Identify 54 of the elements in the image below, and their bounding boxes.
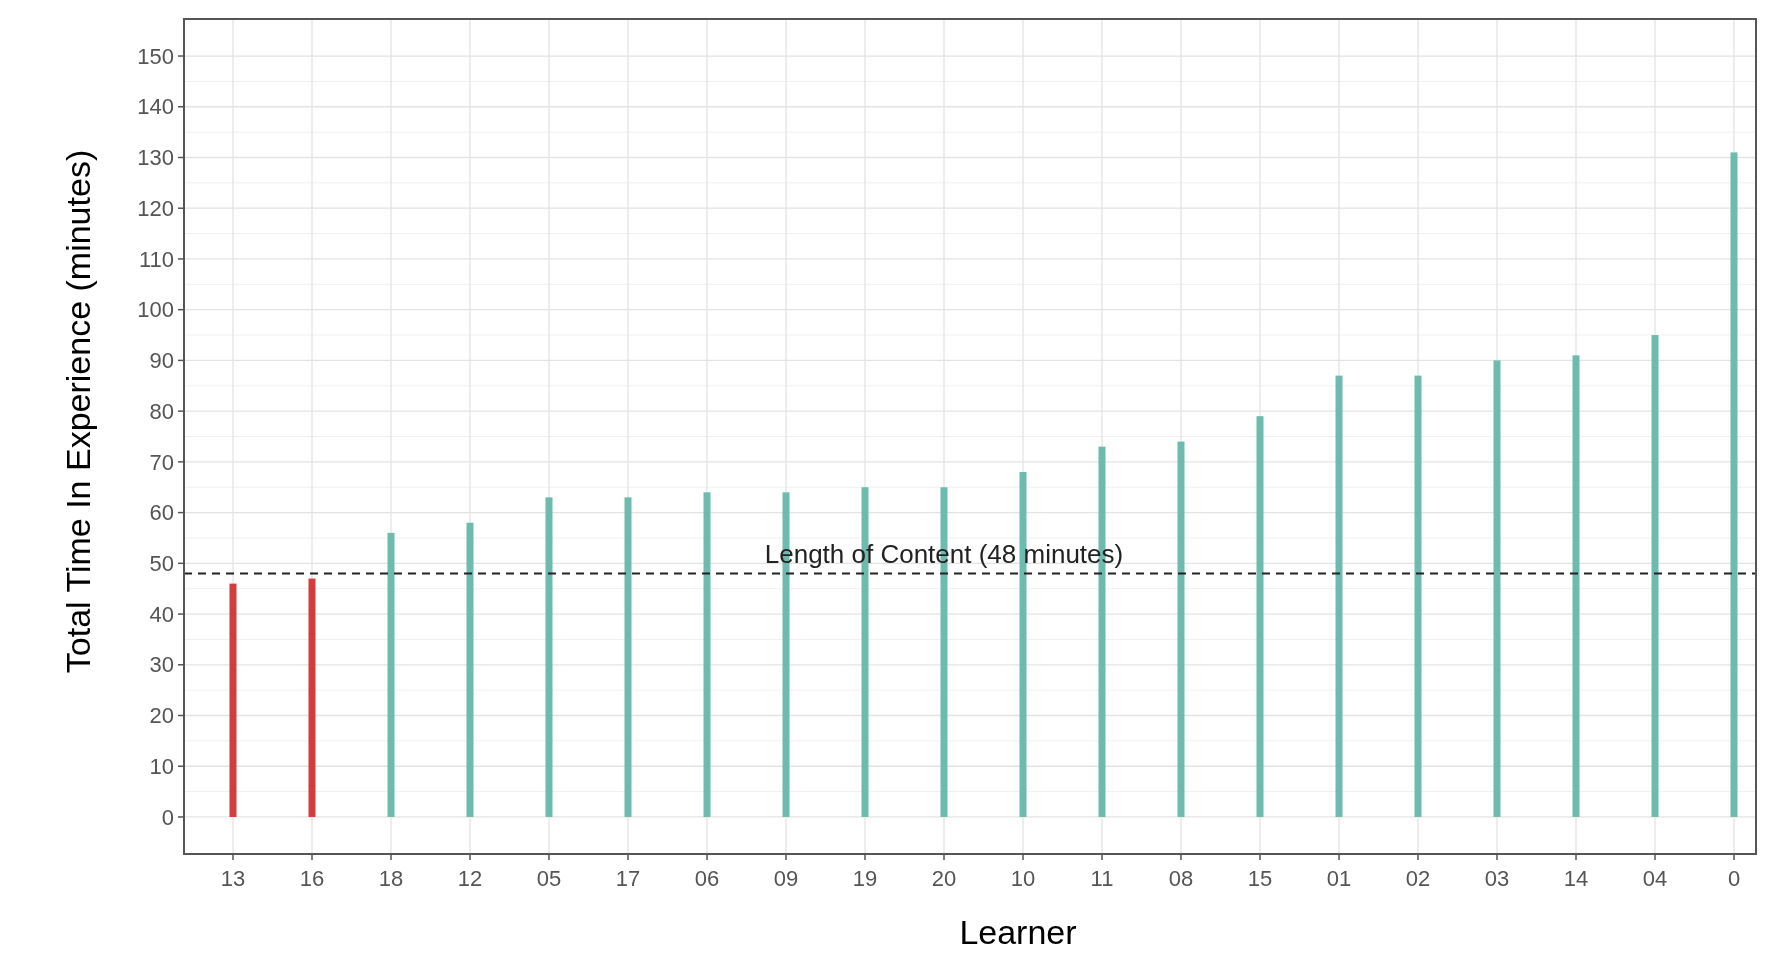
- x-tick-label: 15: [1247, 866, 1273, 891]
- x-tick-label: 03: [1484, 866, 1510, 891]
- x-tick-label: 06: [694, 866, 720, 891]
- x-tick-label: 02: [1405, 866, 1431, 891]
- bar: [624, 497, 632, 817]
- x-tick-label: 05: [536, 866, 562, 891]
- bar: [308, 578, 316, 817]
- x-tick-label: 08: [1168, 866, 1194, 891]
- bar: [1335, 375, 1343, 817]
- x-tick-label: 04: [1642, 866, 1668, 891]
- y-tick-label: 130: [137, 145, 174, 171]
- x-tick-label: 09: [773, 866, 799, 891]
- y-tick-label: 40: [149, 601, 174, 627]
- y-axis-title: Total Time In Experience (minutes): [59, 149, 97, 674]
- x-tick-label: 17: [615, 866, 641, 891]
- y-tick-label: 100: [137, 297, 174, 323]
- x-tick-label: 18: [378, 866, 404, 891]
- y-tick-label: 140: [137, 94, 174, 120]
- bar: [1414, 375, 1422, 817]
- y-tick-label: 80: [149, 398, 174, 424]
- bar: [1177, 441, 1185, 817]
- y-tick-label: 90: [149, 348, 174, 374]
- x-tick-label: 19: [852, 866, 878, 891]
- x-tick-label: 16: [299, 866, 325, 891]
- x-tick-label: 13: [220, 866, 246, 891]
- x-tick-label: 14: [1563, 866, 1589, 891]
- y-tick-label: 70: [149, 449, 174, 475]
- x-tick-label: 11: [1090, 866, 1114, 891]
- y-tick-label: 30: [149, 652, 174, 678]
- bar: [466, 522, 474, 817]
- y-tick-label: 60: [149, 500, 174, 526]
- bar: [1730, 152, 1738, 817]
- y-tick-label: 0: [161, 804, 174, 830]
- y-tick-label: 50: [149, 551, 174, 577]
- bar: [387, 532, 395, 817]
- y-tick-label: 120: [137, 195, 174, 221]
- y-tick-label: 110: [138, 246, 174, 272]
- y-tick-label: 20: [149, 703, 174, 729]
- x-tick-label: 01: [1326, 866, 1352, 891]
- x-axis-title: Learner: [959, 913, 1077, 951]
- bar: [1651, 335, 1659, 817]
- bar: [703, 492, 711, 817]
- x-tick-label: 20: [931, 866, 957, 891]
- y-tick-label: 150: [137, 43, 174, 69]
- bar: [1493, 360, 1501, 817]
- bar: [1019, 472, 1027, 817]
- y-tick-label: 10: [149, 753, 174, 779]
- bar: [229, 583, 237, 817]
- bar: [1572, 355, 1580, 817]
- x-tick-label: 0: [1727, 866, 1741, 891]
- bar: [1256, 416, 1264, 817]
- bar: [545, 497, 553, 817]
- x-tick-label: 12: [457, 866, 483, 891]
- x-tick-label: 10: [1010, 866, 1036, 891]
